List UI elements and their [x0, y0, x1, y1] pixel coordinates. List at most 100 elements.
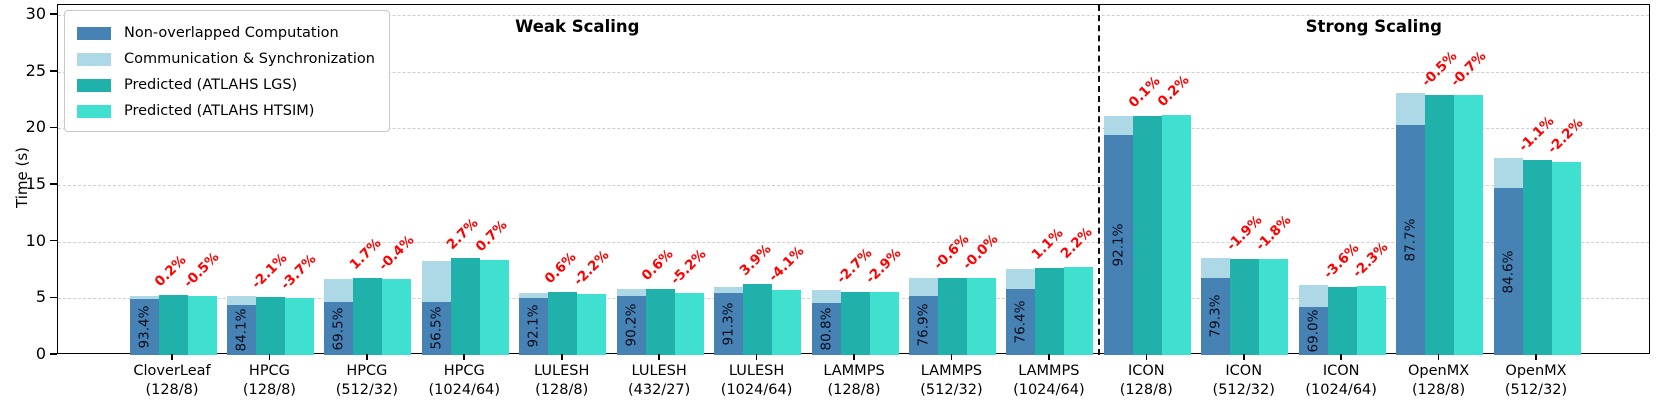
computation-pct-label-0: 93.4% — [130, 299, 159, 355]
legend-swatch-icon — [77, 26, 111, 40]
x-category-label-0: CloverLeaf (128/8) — [133, 362, 210, 400]
legend-item-0: Non-overlapped Computation — [77, 20, 375, 46]
bar-computation-11 — [1201, 277, 1231, 355]
x-category-label-14: OpenMX (512/32) — [1505, 362, 1567, 400]
x-category-config: (512/32) — [920, 382, 983, 398]
bar-predicted-htsim-12 — [1356, 286, 1386, 355]
bar-communication-10 — [1103, 115, 1133, 135]
x-tick-mark-10 — [1145, 354, 1148, 360]
y-tick-label-25: 25 — [25, 60, 46, 80]
legend-swatch-icon — [77, 104, 111, 118]
legend-item-2: Predicted (ATLAHS LGS) — [77, 72, 375, 98]
bar-communication-11 — [1201, 257, 1231, 278]
x-category-app: CloverLeaf — [133, 363, 211, 379]
x-tick-mark-1 — [268, 354, 271, 360]
chart-legend: Non-overlapped Computation Communication … — [64, 10, 390, 132]
bar-communication-7 — [811, 290, 841, 303]
y-tick-mark-15 — [50, 183, 57, 185]
bar-predicted-lgs-1 — [255, 297, 285, 355]
x-category-app: ICON — [1225, 363, 1263, 379]
section-title-strong-scaling: Strong Scaling — [1305, 17, 1442, 36]
error-annotation-lgs-0: 0.2% — [151, 252, 190, 291]
y-tick-mark-30 — [50, 13, 57, 15]
computation-pct-label-5: 90.2% — [617, 296, 646, 355]
y-tick-mark-5 — [50, 296, 57, 299]
computation-pct-label-6: 91.3% — [714, 293, 743, 355]
x-category-label-9: LAMMPS (1024/64) — [1013, 362, 1085, 400]
x-category-label-11: ICON (512/32) — [1213, 362, 1275, 400]
computation-pct-label-10: 92.1% — [1104, 135, 1133, 355]
error-annotation-lgs-4: 0.6% — [541, 249, 580, 288]
bar-predicted-lgs-7 — [840, 292, 870, 355]
bar-predicted-htsim-8 — [966, 277, 996, 355]
bar-predicted-lgs-12 — [1327, 287, 1357, 355]
weak-strong-separator-line — [1097, 5, 1100, 355]
error-annotation-htsim-0: -0.5% — [180, 249, 223, 291]
section-title-weak-scaling: Weak Scaling — [515, 17, 640, 36]
computation-pct-text: 56.5% — [428, 306, 445, 350]
y-tick-label-30: 30 — [25, 4, 46, 24]
bar-predicted-lgs-0 — [158, 295, 188, 355]
x-tick-mark-3 — [463, 354, 466, 360]
x-tick-mark-8 — [950, 354, 953, 360]
bar-predicted-lgs-3 — [450, 258, 480, 355]
bar-predicted-lgs-13 — [1425, 94, 1455, 355]
gridline-y-25 — [58, 71, 1649, 73]
bar-predicted-htsim-1 — [284, 298, 314, 355]
x-category-app: OpenMX — [1505, 363, 1567, 379]
x-category-label-3: HPCG (1024/64) — [429, 362, 501, 400]
bar-predicted-htsim-4 — [577, 294, 607, 355]
x-category-app: ICON — [1127, 363, 1165, 379]
error-annotation-htsim-2: -0.4% — [375, 232, 418, 275]
y-tick-mark-0 — [50, 353, 57, 355]
bar-computation-3 — [421, 301, 451, 355]
computation-pct-label-1: 84.1% — [227, 305, 256, 355]
computation-pct-text: 69.5% — [330, 307, 347, 351]
x-tick-mark-2 — [366, 354, 368, 360]
y-tick-label-5: 5 — [35, 287, 46, 307]
x-category-config: (128/8) — [535, 382, 589, 398]
computation-pct-text: 84.6% — [1500, 250, 1517, 294]
x-category-app: LULESH — [631, 363, 687, 379]
y-tick-label-10: 10 — [25, 230, 46, 250]
computation-pct-text: 69.0% — [1305, 309, 1322, 353]
x-tick-mark-13 — [1437, 354, 1440, 360]
bar-predicted-lgs-6 — [743, 284, 773, 355]
x-tick-mark-7 — [853, 354, 855, 360]
bar-predicted-lgs-2 — [353, 277, 383, 355]
bar-predicted-htsim-2 — [382, 279, 412, 355]
x-category-config: (512/32) — [1504, 382, 1568, 398]
x-category-label-6: LULESH (1024/64) — [721, 362, 793, 400]
error-annotation-lgs-9: 1.1% — [1028, 225, 1067, 263]
x-category-config: (1024/64) — [720, 382, 793, 398]
computation-pct-label-3: 56.5% — [422, 302, 451, 355]
bar-communication-1 — [226, 296, 256, 306]
x-tick-mark-9 — [1048, 354, 1050, 360]
x-category-config: (1024/64) — [1013, 382, 1085, 398]
computation-pct-text: 93.4% — [136, 305, 153, 349]
bar-computation-7 — [811, 302, 841, 355]
x-category-app: HPCG — [443, 363, 485, 379]
y-tick-mark-20 — [50, 126, 57, 129]
y-tick-label-20: 20 — [25, 117, 46, 137]
computation-pct-text: 76.4% — [1012, 300, 1029, 344]
legend-item-3: Predicted (ATLAHS HTSIM) — [77, 98, 375, 124]
bar-communication-9 — [1006, 268, 1036, 290]
computation-pct-text: 87.7% — [1402, 218, 1419, 262]
x-category-app: HPCG — [248, 363, 290, 379]
bar-computation-8 — [908, 295, 938, 355]
computation-pct-label-7: 80.8% — [812, 303, 841, 355]
bar-predicted-htsim-0 — [187, 295, 217, 355]
bar-predicted-lgs-4 — [548, 292, 578, 355]
legend-item-label: Non-overlapped Computation — [124, 25, 339, 41]
computation-pct-text: 91.3% — [720, 302, 737, 346]
legend-swatch-icon — [77, 78, 111, 92]
bar-communication-2 — [324, 279, 354, 303]
x-category-label-7: LAMMPS (128/8) — [823, 362, 884, 400]
bar-communication-13 — [1396, 93, 1426, 126]
bar-predicted-htsim-3 — [479, 260, 509, 355]
bar-communication-8 — [908, 277, 938, 296]
bar-communication-12 — [1298, 284, 1328, 307]
bar-predicted-lgs-11 — [1230, 259, 1260, 355]
